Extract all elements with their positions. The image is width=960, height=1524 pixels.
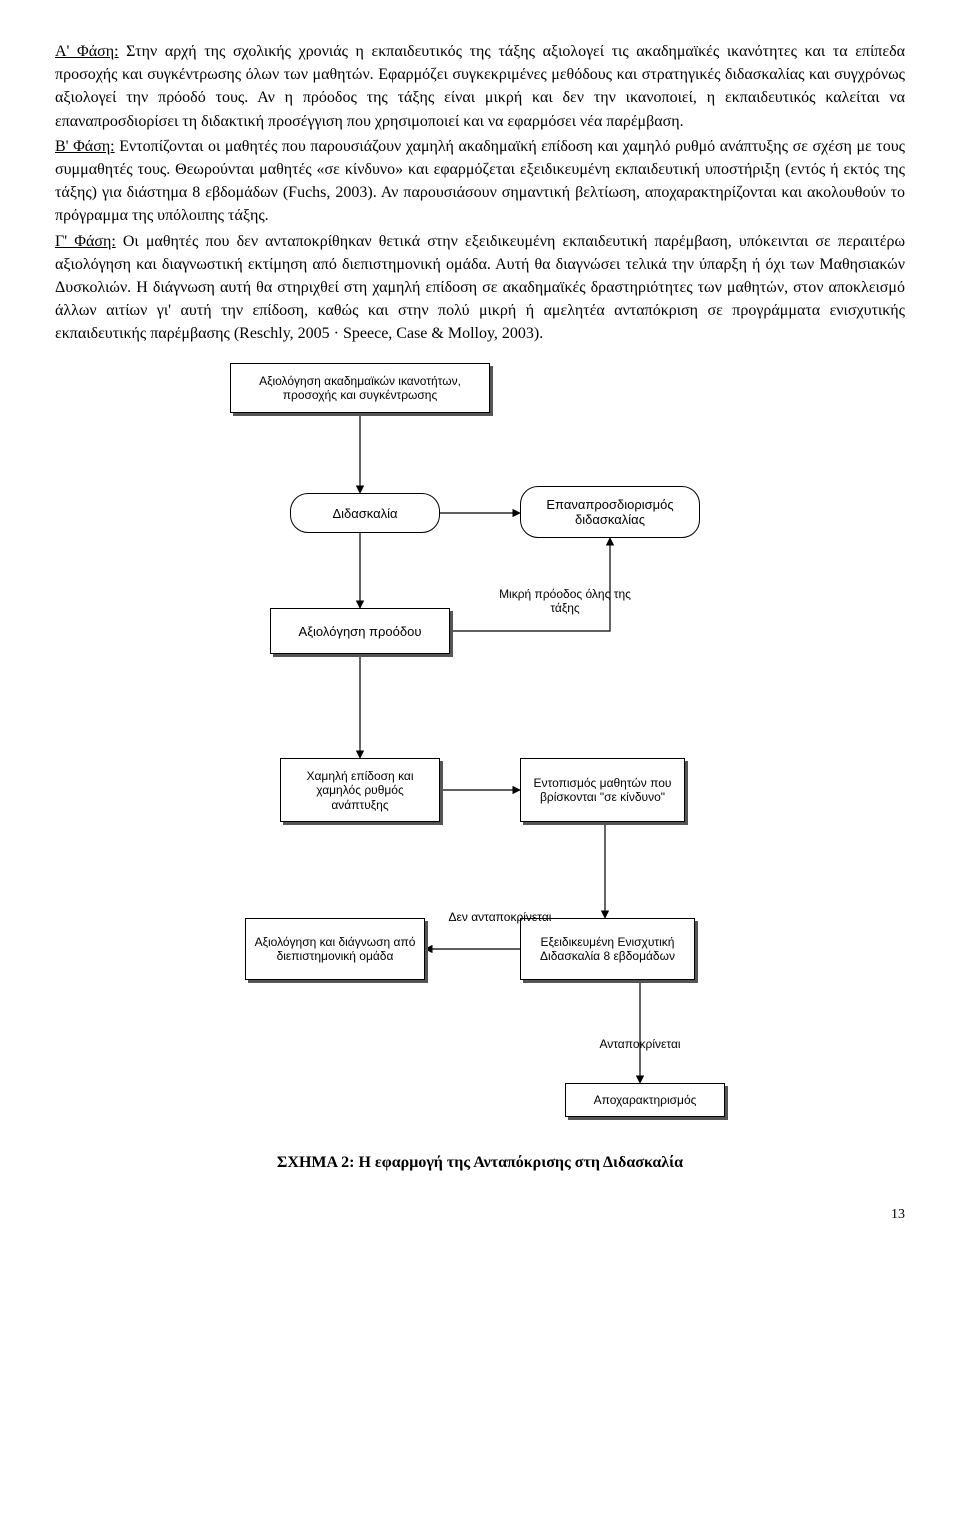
- flow-node-n2: Διδασκαλία: [290, 493, 440, 533]
- flowchart-container: Αξιολόγηση ακαδημαϊκών ικανοτήτων, προσο…: [55, 363, 905, 1123]
- flow-node-n7: Αξιολόγηση και διάγνωση από διεπιστημονι…: [245, 918, 425, 980]
- figure-caption: ΣΧΗΜΑ 2: Η εφαρμογή της Ανταπόκρισης στη…: [55, 1151, 905, 1174]
- phase-b-label: Β' Φάση:: [55, 138, 115, 155]
- phase-c-paragraph: Γ' Φάση: Οι μαθητές που δεν ανταποκρίθηκ…: [55, 230, 905, 346]
- flow-node-n1: Αξιολόγηση ακαδημαϊκών ικανοτήτων, προσο…: [230, 363, 490, 413]
- phase-c-body: Οι μαθητές που δεν ανταποκρίθηκαν θετικά…: [55, 233, 905, 343]
- phase-b-paragraph: Β' Φάση: Εντοπίζονται οι μαθητές που παρ…: [55, 135, 905, 228]
- flow-node-n9: Αποχαρακτηρισμός: [565, 1083, 725, 1117]
- flow-node-n5: Χαμηλή επίδοση και χαμηλός ρυθμός ανάπτυ…: [280, 758, 440, 822]
- flow-edge-label-l3: Ανταποκρίνεται: [580, 1038, 700, 1052]
- flow-edge-label-l1: Μικρή πρόοδος όλης της τάξης: [495, 588, 635, 616]
- flowchart: Αξιολόγηση ακαδημαϊκών ικανοτήτων, προσο…: [200, 363, 760, 1123]
- phase-c-label: Γ' Φάση:: [55, 233, 116, 250]
- flow-node-n4: Αξιολόγηση προόδου: [270, 608, 450, 654]
- flow-node-n6: Εντοπισμός μαθητών που βρίσκονται "σε κί…: [520, 758, 685, 822]
- phase-a-label: Α' Φάση:: [55, 43, 119, 60]
- flow-node-n8: Εξειδικευμένη Ενισχυτική Διδασκαλία 8 εβ…: [520, 918, 695, 980]
- flow-edge-label-l2: Δεν ανταποκρίνεται: [445, 911, 555, 925]
- page-number: 13: [55, 1205, 905, 1225]
- phase-b-body: Εντοπίζονται οι μαθητές που παρουσιάζουν…: [55, 138, 905, 225]
- phase-a-paragraph: Α' Φάση: Στην αρχή της σχολικής χρονιάς …: [55, 40, 905, 133]
- phase-a-body: Στην αρχή της σχολικής χρονιάς η εκπαιδε…: [55, 43, 905, 130]
- flow-node-n3: Επαναπροσδιορισμός διδασκαλίας: [520, 486, 700, 538]
